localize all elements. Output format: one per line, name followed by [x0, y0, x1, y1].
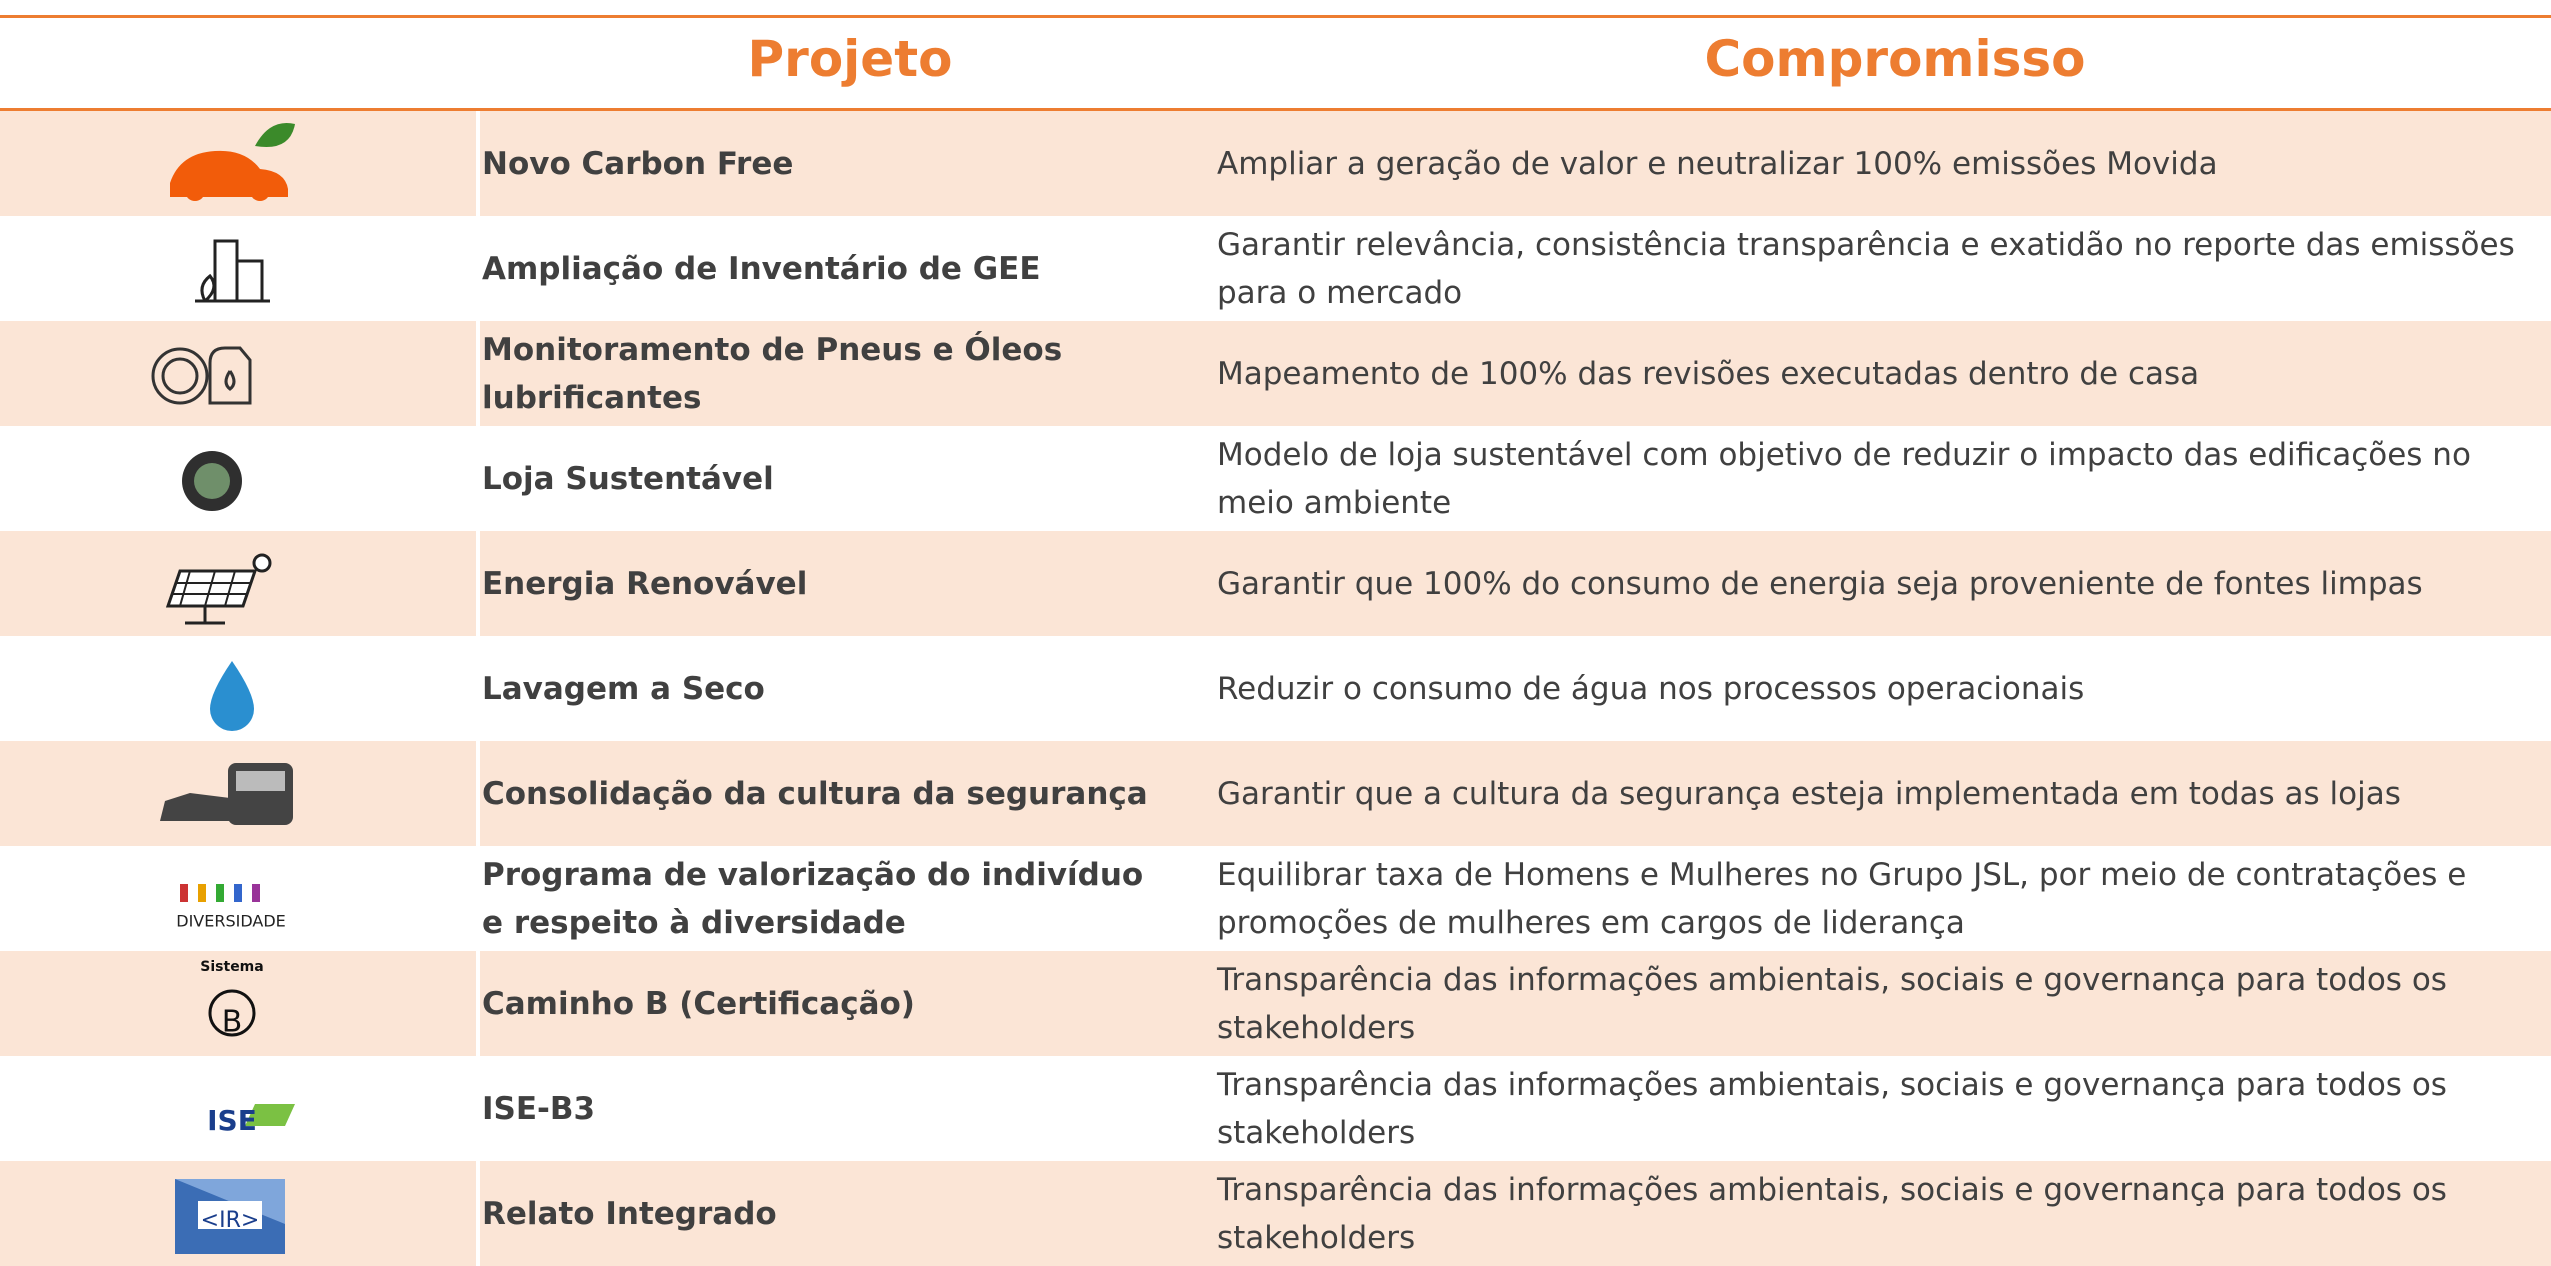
- column-separator: [476, 741, 480, 846]
- commitment-text: Reduzir o consumo de água nos processos …: [1217, 670, 2085, 707]
- header-rule: [0, 108, 2551, 111]
- column-separator: [476, 846, 480, 951]
- table-row: Novo Carbon Free Ampliar a geração de val…: [0, 111, 2551, 216]
- icon-text: DIVERSIDADE: [176, 912, 286, 931]
- project-text: Loja Sustentável: [482, 460, 774, 497]
- project-cell: Lavagem a Seco: [482, 636, 1162, 741]
- row-icon: [160, 763, 293, 825]
- project-cell: ISE-B3: [482, 1056, 1162, 1161]
- table-row: Loja Sustentável Modelo de loja sustentáv…: [0, 426, 2551, 531]
- project-text: Programa de valorização do indivíduo e r…: [482, 856, 1144, 941]
- icon-text: <IR>: [201, 1208, 260, 1233]
- icon-text: ISE: [207, 1104, 257, 1137]
- project-cell: Caminho B (Certificação): [482, 951, 1162, 1056]
- commitment-cell: Transparência das informações ambientais…: [1217, 1056, 2551, 1161]
- table-row: Monitoramento de Pneus e Óleos lubrifica…: [0, 321, 2551, 426]
- table-row: <IR> Relato Integrado Transparência das in…: [0, 1161, 2551, 1266]
- commitment-cell: Transparência das informações ambientais…: [1217, 951, 2551, 1056]
- commitment-text: Ampliar a geração de valor e neutralizar…: [1217, 145, 2218, 182]
- project-text: Novo Carbon Free: [482, 145, 794, 182]
- commitment-cell: Modelo de loja sustentável com objetivo …: [1217, 426, 2551, 531]
- commitment-text: Modelo de loja sustentável com objetivo …: [1217, 436, 2471, 521]
- project-cell: Ampliação de Inventário de GEE: [482, 216, 1162, 321]
- project-cell: Loja Sustentável: [482, 426, 1162, 531]
- header-project: Projeto: [747, 30, 953, 88]
- row-icon: [182, 451, 242, 511]
- column-separator: [476, 636, 480, 741]
- icon-text: Sistema: [200, 959, 263, 975]
- project-text: Caminho B (Certificação): [482, 985, 915, 1022]
- commitment-cell: Reduzir o consumo de água nos processos …: [1217, 636, 2551, 741]
- row-icon: [170, 122, 295, 201]
- row-icon: [165, 553, 272, 625]
- row-icon: <IR>: [175, 1179, 285, 1254]
- top-rule: [0, 15, 2551, 18]
- column-separator: [476, 321, 480, 426]
- commitment-cell: Transparência das informações ambientais…: [1217, 1161, 2551, 1266]
- commitment-text: Garantir que a cultura da segurança este…: [1217, 775, 2401, 812]
- table-row: Sistema B Caminho B (Certificação) Transpar…: [0, 951, 2551, 1056]
- project-text: Energia Renovável: [482, 565, 808, 602]
- header-commitment: Compromisso: [1704, 30, 2086, 88]
- project-text: Relato Integrado: [482, 1195, 777, 1232]
- row-icon: DIVERSIDADE: [176, 884, 286, 931]
- row-icon: [151, 346, 252, 405]
- table-row: Lavagem a Seco Reduzir o consumo de água …: [0, 636, 2551, 741]
- project-cell: Programa de valorização do indivíduo e r…: [482, 846, 1162, 951]
- row-icon: Sistema B: [200, 959, 263, 1040]
- column-separator: [476, 1161, 480, 1266]
- project-text: Consolidação da cultura da segurança: [482, 775, 1148, 812]
- project-cell: Novo Carbon Free: [482, 111, 1162, 216]
- project-cell: Consolidação da cultura da segurança: [482, 741, 1162, 846]
- table-row: Energia Renovável Garantir que 100% do co…: [0, 531, 2551, 636]
- commitment-text: Garantir relevância, consistência transp…: [1217, 226, 2515, 311]
- icon-text: B: [222, 1005, 243, 1040]
- project-cell: Relato Integrado: [482, 1161, 1162, 1266]
- column-separator: [476, 1056, 480, 1161]
- commitment-text: Transparência das informações ambientais…: [1217, 961, 2447, 1046]
- project-text: Lavagem a Seco: [482, 670, 765, 707]
- commitment-cell: Garantir que a cultura da segurança este…: [1217, 741, 2551, 846]
- commitment-cell: Equilibrar taxa de Homens e Mulheres no …: [1217, 846, 2551, 951]
- column-separator: [476, 951, 480, 1056]
- commitment-text: Transparência das informações ambientais…: [1217, 1066, 2447, 1151]
- commitment-cell: Garantir relevância, consistência transp…: [1217, 216, 2551, 321]
- column-separator: [476, 426, 480, 531]
- commitment-text: Transparência das informações ambientais…: [1217, 1171, 2447, 1256]
- project-text: Ampliação de Inventário de GEE: [482, 250, 1041, 287]
- project-cell: Energia Renovável: [482, 531, 1162, 636]
- project-cell: Monitoramento de Pneus e Óleos lubrifica…: [482, 321, 1162, 426]
- table-row: Ampliação de Inventário de GEE Garantir r…: [0, 216, 2551, 321]
- table-row: Consolidação da cultura da segurança Gara…: [0, 741, 2551, 846]
- row-icon: [195, 239, 270, 303]
- project-text: Monitoramento de Pneus e Óleos lubrifica…: [482, 331, 1063, 416]
- project-text: ISE-B3: [482, 1090, 596, 1127]
- column-separator: [476, 111, 480, 216]
- column-separator: [476, 531, 480, 636]
- commitment-cell: Ampliar a geração de valor e neutralizar…: [1217, 111, 2551, 216]
- row-icon: ISE: [207, 1104, 295, 1137]
- commitment-text: Garantir que 100% do consumo de energia …: [1217, 565, 2423, 602]
- commitment-cell: Garantir que 100% do consumo de energia …: [1217, 531, 2551, 636]
- commitment-text: Equilibrar taxa de Homens e Mulheres no …: [1217, 856, 2467, 941]
- column-separator: [476, 216, 480, 321]
- table-row: ISE ISE-B3 Transparência das informações a…: [0, 1056, 2551, 1161]
- table-row: DIVERSIDADE Programa de valorização do in…: [0, 846, 2551, 951]
- commitment-text: Mapeamento de 100% das revisões executad…: [1217, 355, 2200, 392]
- row-icon: [210, 661, 254, 731]
- commitment-cell: Mapeamento de 100% das revisões executad…: [1217, 321, 2551, 426]
